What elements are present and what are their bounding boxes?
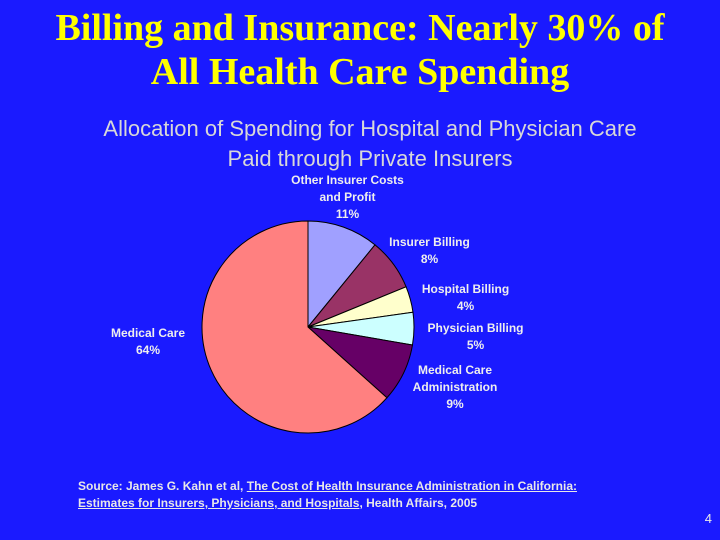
slide-title: Billing and Insurance: Nearly 30% of All… — [0, 6, 720, 94]
source-prefix: Source: James G. Kahn et al, — [78, 479, 247, 493]
slice-label-physician-billing: Physician Billing 5% — [413, 320, 538, 354]
slice-name-line: Medical Care — [110, 326, 186, 340]
slice-name-line: Physician Billing — [427, 321, 524, 335]
slice-label-other-insurer-costs: Other Insurer Costs and Profit 11% — [270, 172, 425, 223]
slice-percent: 5% — [466, 338, 485, 352]
slice-percent: 8% — [420, 252, 439, 266]
source-title-part-1: The Cost of Health Insurance Administrat… — [246, 479, 577, 493]
slice-percent: 11% — [335, 207, 360, 221]
pie-slice-5 — [201, 220, 388, 434]
chart-title: Allocation of Spending for Hospital and … — [40, 114, 700, 174]
source-title-part-2: Estimates for Insurers, Physicians, and … — [78, 496, 360, 510]
slice-percent: 64% — [135, 343, 161, 357]
slice-name-line: Medical Care — [417, 363, 493, 377]
chart-title-line-1: Allocation of Spending for Hospital and … — [103, 116, 637, 141]
slice-name-line: and Profit — [319, 190, 376, 204]
slice-label-medical-care-administration: Medical Care Administration 9% — [400, 362, 510, 413]
pie-slice-0 — [307, 220, 376, 329]
slice-label-medical-care: Medical Care 64% — [98, 325, 198, 359]
slice-label-hospital-billing: Hospital Billing 4% — [408, 281, 523, 315]
slide-title-line-2: All Health Care Spending — [150, 51, 570, 93]
page-number: 4 — [704, 511, 712, 526]
slide-title-line-1: Billing and Insurance: Nearly 30% of — [55, 7, 665, 49]
slice-label-insurer-billing: Insurer Billing 8% — [372, 234, 487, 268]
source-line-2: Estimates for Insurers, Physicians, and … — [78, 495, 678, 512]
slice-name-line: Hospital Billing — [421, 282, 510, 296]
slice-name-line: Other Insurer Costs — [291, 173, 404, 187]
source-citation: Source: James G. Kahn et al, The Cost of… — [78, 478, 678, 512]
chart-title-line-2: Paid through Private Insurers — [227, 146, 513, 171]
slice-name-line: Administration — [412, 380, 498, 394]
slice-percent: 9% — [446, 397, 464, 411]
slice-name-line: Insurer Billing — [389, 235, 470, 249]
slice-percent: 4% — [456, 299, 475, 313]
source-line-1: Source: James G. Kahn et al, The Cost of… — [78, 478, 678, 495]
source-suffix: , Health Affairs, 2005 — [359, 496, 478, 510]
